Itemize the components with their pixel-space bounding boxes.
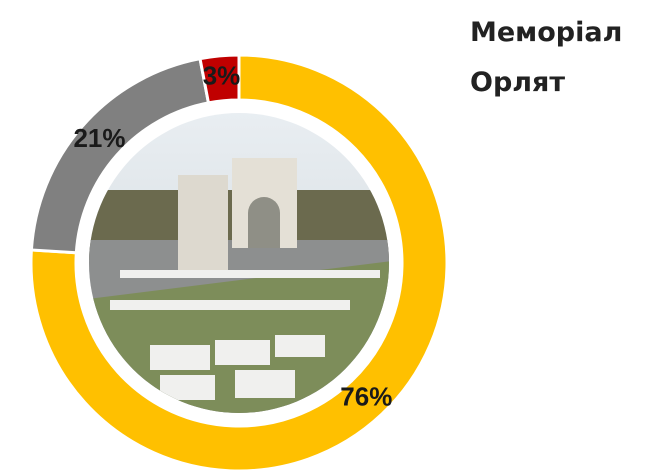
value-label: 76% bbox=[340, 381, 392, 411]
donut-slice bbox=[198, 53, 241, 105]
donut-slice bbox=[29, 53, 449, 473]
center-photo bbox=[89, 113, 389, 413]
chart-title: Меморіал Орлят bbox=[470, 17, 623, 98]
value-label: 3% bbox=[203, 61, 241, 91]
value-label: 21% bbox=[73, 123, 125, 153]
